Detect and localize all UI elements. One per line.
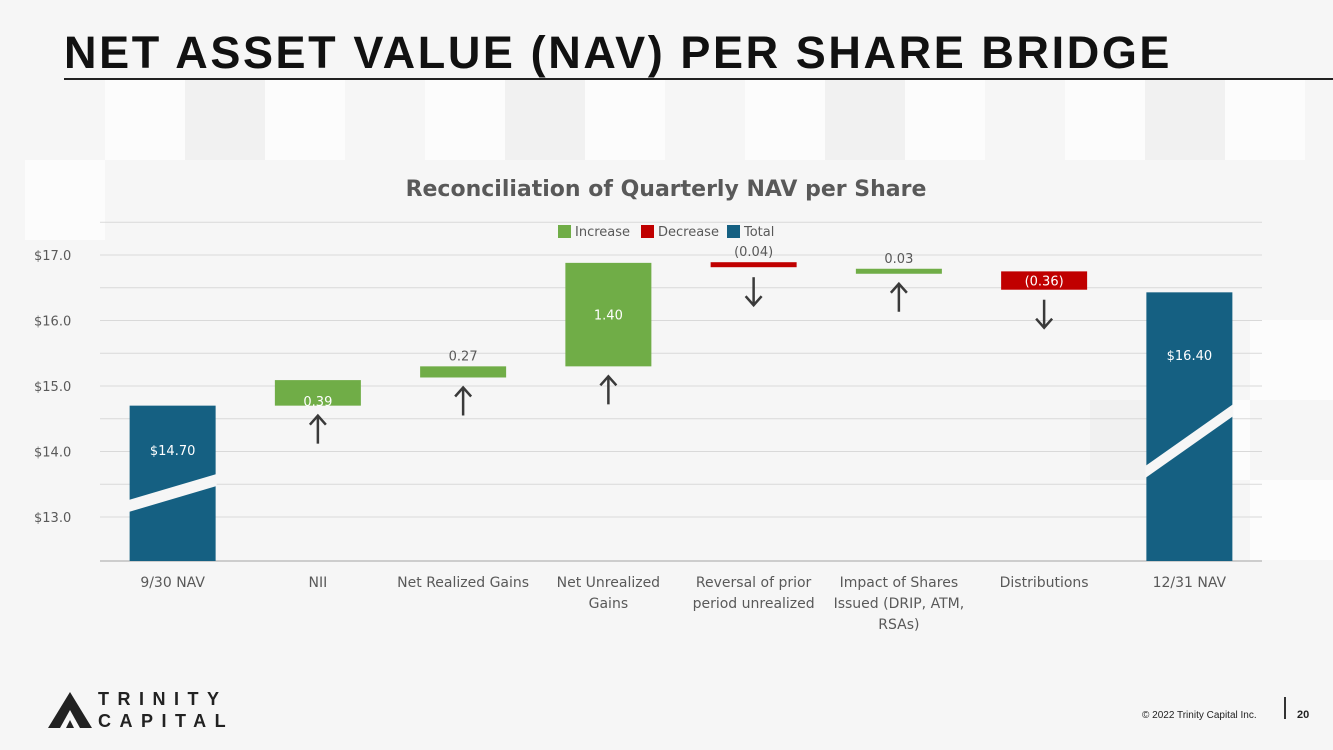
legend-label-decrease: Decrease: [658, 225, 719, 240]
footer-divider: [1284, 697, 1286, 719]
arrow-up-icon: [599, 374, 618, 387]
bar-decrease: [710, 262, 797, 268]
x-tick-label: Issued (DRIP, ATM,: [834, 596, 965, 612]
data-label: 1.40: [594, 309, 623, 324]
data-label: $16.40: [1167, 349, 1213, 364]
y-tick-label: $14.0: [34, 446, 71, 461]
y-tick-label: $16.0: [34, 315, 71, 330]
data-label: 0.03: [884, 252, 913, 267]
x-tick-label: Impact of Shares: [840, 575, 959, 591]
x-tick-label: Net Unrealized: [557, 575, 660, 591]
arrow-down-icon: [1035, 317, 1054, 330]
title-underline: [64, 78, 1333, 80]
y-tick-label: $17.0: [34, 249, 71, 264]
legend-swatch-increase: [558, 225, 571, 238]
legend-swatch-total: [727, 225, 740, 238]
data-label: $14.70: [150, 444, 196, 459]
data-label: 0.39: [303, 395, 332, 410]
x-tick-label: 9/30 NAV: [140, 575, 205, 591]
legend-label-total: Total: [743, 225, 774, 240]
axis-break-mark: [1145, 404, 1234, 478]
legend-label-increase: Increase: [575, 225, 630, 240]
bar-increase: [420, 366, 507, 378]
x-tick-label: Net Realized Gains: [397, 575, 529, 591]
data-label: 0.27: [449, 349, 478, 364]
logo-text-capital: CAPITAL: [98, 711, 235, 731]
arrow-up-icon: [454, 385, 473, 398]
x-tick-label: Reversal of prior: [696, 575, 812, 591]
data-label: (0.36): [1025, 274, 1064, 289]
page-title: NET ASSET VALUE (NAV) PER SHARE BRIDGE: [64, 27, 1173, 78]
bar-decrease: [1001, 271, 1088, 290]
trinity-capital-logo-icon: [48, 692, 92, 728]
x-tick-label: Distributions: [1000, 575, 1089, 591]
x-tick-label: period unrealized: [693, 596, 815, 612]
logo-text-trinity: TRINITY: [98, 689, 228, 709]
bar-increase: [274, 380, 361, 406]
chart-title: Reconciliation of Quarterly NAV per Shar…: [406, 177, 927, 202]
x-tick-label: NII: [309, 575, 328, 591]
legend-swatch-decrease: [641, 225, 654, 238]
y-tick-label: $13.0: [34, 511, 71, 526]
waterfall-chart: Reconciliation of Quarterly NAV per Shar…: [34, 177, 1262, 633]
y-tick-label: $15.0: [34, 380, 71, 395]
x-tick-label: 12/31 NAV: [1153, 575, 1227, 591]
bar-total: [1146, 292, 1233, 561]
arrow-up-icon: [889, 281, 908, 294]
arrow-down-icon: [744, 295, 763, 308]
arrow-up-icon: [308, 413, 327, 426]
x-tick-label: Gains: [589, 596, 628, 612]
copyright-text: © 2022 Trinity Capital Inc.: [1142, 710, 1257, 721]
bar-increase: [855, 268, 942, 274]
bar-increase: [565, 262, 652, 367]
data-label: (0.04): [734, 245, 773, 260]
page-number: 20: [1297, 709, 1310, 721]
x-tick-label: RSAs): [878, 617, 919, 633]
axis-break-mark: [128, 474, 217, 512]
